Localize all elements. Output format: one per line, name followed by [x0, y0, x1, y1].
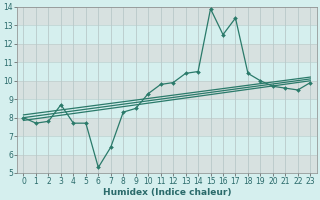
Bar	[17, 7, 316, 25]
Bar	[17, 81, 316, 99]
Bar	[17, 44, 316, 62]
Bar	[17, 155, 316, 173]
Bar	[17, 118, 316, 136]
X-axis label: Humidex (Indice chaleur): Humidex (Indice chaleur)	[103, 188, 231, 197]
